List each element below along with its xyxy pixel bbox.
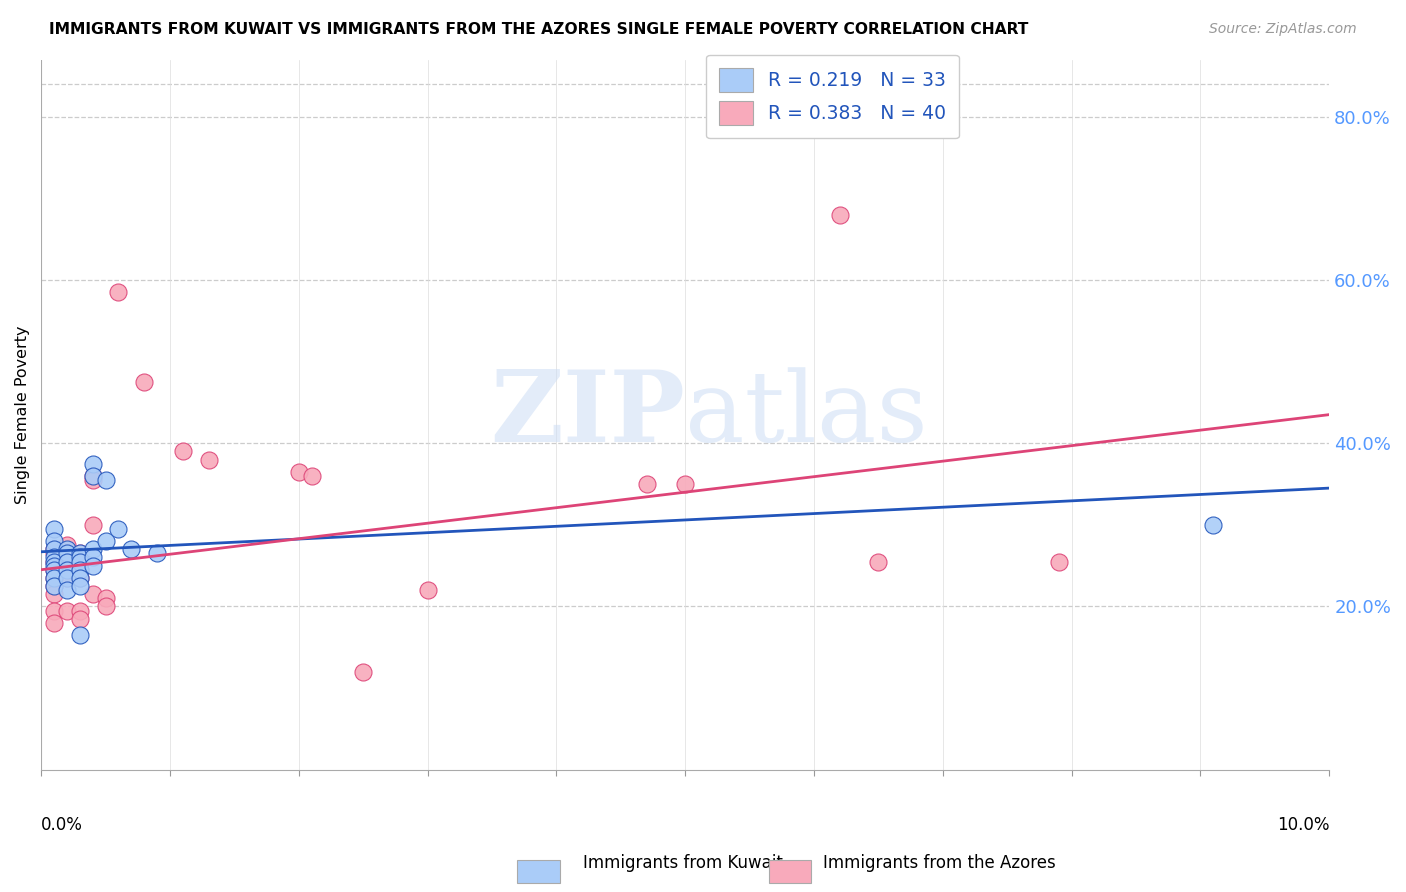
Point <box>82 558 104 573</box>
Point <box>69 555 91 569</box>
Point <box>1202 517 1225 532</box>
Point <box>94 591 117 606</box>
Point <box>56 571 79 585</box>
Point <box>42 546 65 560</box>
Point <box>42 571 65 585</box>
Point <box>56 542 79 557</box>
Point <box>69 571 91 585</box>
Point <box>69 563 91 577</box>
Point <box>82 457 104 471</box>
Point <box>42 542 65 557</box>
Point <box>69 603 91 617</box>
Point <box>69 628 91 642</box>
Legend: R = 0.219   N = 33, R = 0.383   N = 40: R = 0.219 N = 33, R = 0.383 N = 40 <box>706 54 959 138</box>
Point <box>42 522 65 536</box>
Point <box>197 452 219 467</box>
Point <box>82 550 104 565</box>
Point <box>42 571 65 585</box>
Point <box>146 546 169 560</box>
Point <box>69 612 91 626</box>
Point <box>56 546 79 560</box>
Point <box>42 558 65 573</box>
Point <box>56 571 79 585</box>
Point <box>134 375 156 389</box>
Point <box>82 542 104 557</box>
Text: IMMIGRANTS FROM KUWAIT VS IMMIGRANTS FROM THE AZORES SINGLE FEMALE POVERTY CORRE: IMMIGRANTS FROM KUWAIT VS IMMIGRANTS FRO… <box>49 22 1029 37</box>
Point <box>42 603 65 617</box>
Point <box>1047 555 1070 569</box>
Point <box>42 615 65 630</box>
Text: atlas: atlas <box>685 367 928 463</box>
Point <box>94 599 117 614</box>
Point <box>69 571 91 585</box>
Point <box>56 563 79 577</box>
Text: 0.0%: 0.0% <box>41 816 83 834</box>
Point <box>56 563 79 577</box>
Point <box>69 555 91 569</box>
Point <box>42 550 65 565</box>
Point <box>42 563 65 577</box>
Point <box>636 477 658 491</box>
Text: Immigrants from the Azores: Immigrants from the Azores <box>823 855 1056 872</box>
Point <box>69 546 91 560</box>
Point <box>42 563 65 577</box>
Point <box>69 546 91 560</box>
Point <box>94 473 117 487</box>
Point <box>172 444 194 458</box>
Point <box>94 534 117 549</box>
Point <box>42 587 65 601</box>
Point <box>42 579 65 593</box>
Point <box>56 538 79 552</box>
Text: Immigrants from Kuwait: Immigrants from Kuwait <box>583 855 783 872</box>
Point <box>352 665 374 679</box>
Point <box>56 555 79 569</box>
Point <box>56 546 79 560</box>
Point <box>287 465 309 479</box>
Y-axis label: Single Female Poverty: Single Female Poverty <box>15 326 30 504</box>
Text: ZIP: ZIP <box>491 366 685 463</box>
Point <box>69 563 91 577</box>
Point <box>301 468 323 483</box>
Point <box>107 522 129 536</box>
Point <box>120 542 142 557</box>
Point <box>82 468 104 483</box>
Point <box>69 579 91 593</box>
Point <box>107 285 129 300</box>
Text: 10.0%: 10.0% <box>1277 816 1329 834</box>
Point <box>673 477 696 491</box>
Point <box>56 555 79 569</box>
Point <box>42 555 65 569</box>
Point <box>416 583 439 598</box>
Point <box>42 534 65 549</box>
Point <box>82 468 104 483</box>
Point <box>828 208 851 222</box>
Point <box>42 542 65 557</box>
Point <box>82 517 104 532</box>
Point <box>82 587 104 601</box>
Point <box>42 555 65 569</box>
Point <box>69 550 91 565</box>
Point <box>56 583 79 598</box>
Point <box>56 603 79 617</box>
Point <box>42 579 65 593</box>
Text: Source: ZipAtlas.com: Source: ZipAtlas.com <box>1209 22 1357 37</box>
Point <box>82 473 104 487</box>
Point <box>868 555 890 569</box>
